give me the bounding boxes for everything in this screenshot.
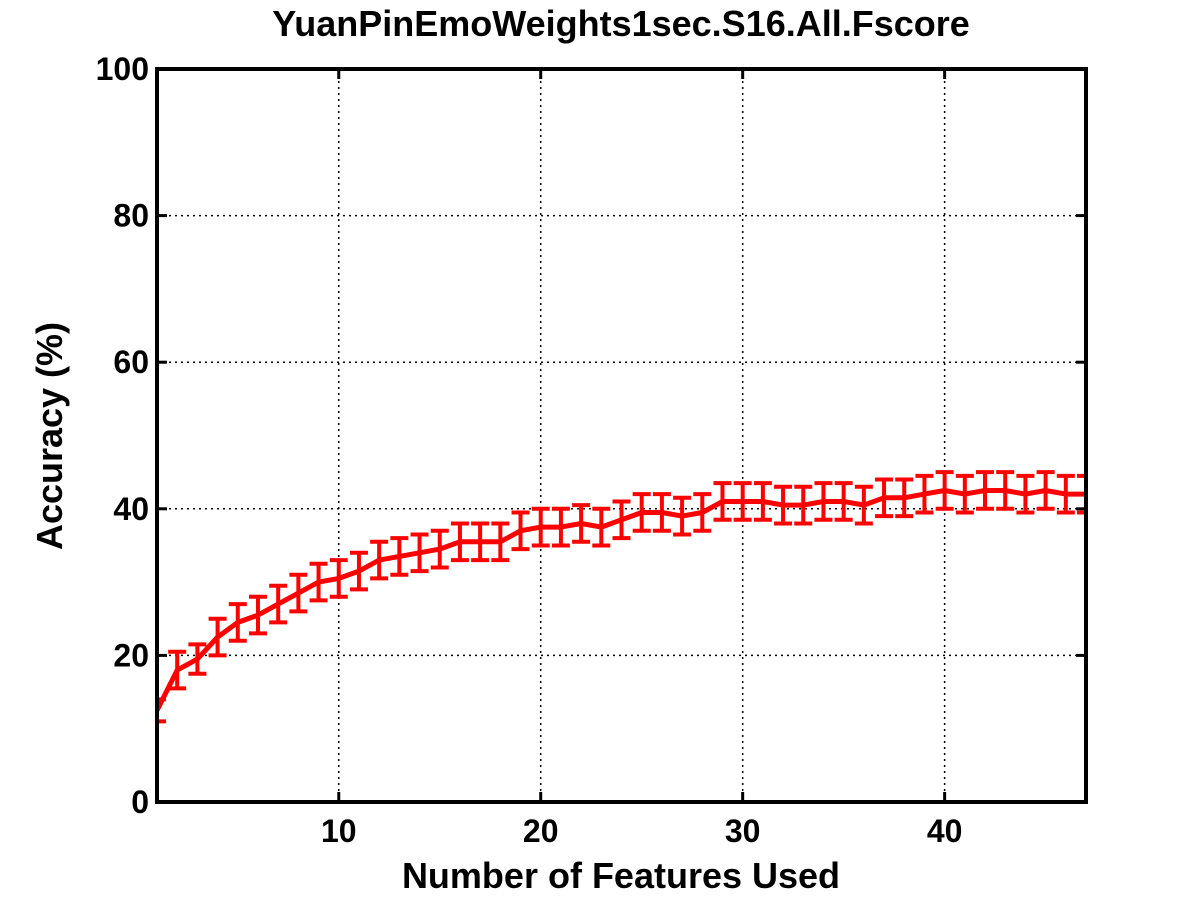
error-bar [632, 492, 651, 533]
y-tick-label: 80 [113, 198, 149, 234]
error-bar [370, 539, 389, 581]
error-bar [733, 481, 752, 522]
error-bar [390, 536, 409, 577]
x-tick-label: 20 [523, 813, 559, 849]
error-bar [410, 532, 429, 574]
error-bar [854, 484, 873, 526]
error-bar [450, 521, 469, 563]
x-tick-label: 30 [725, 813, 761, 849]
error-bar [753, 481, 772, 522]
error-bar [955, 473, 974, 515]
y-tick-label: 100 [96, 51, 149, 87]
error-bar [289, 572, 308, 614]
error-bar [208, 616, 227, 658]
error-bar [652, 492, 671, 533]
y-tick-label: 40 [113, 491, 149, 527]
axes-frame [155, 67, 1088, 804]
error-bar [269, 583, 288, 625]
error-bar [168, 649, 187, 691]
error-bar [572, 503, 591, 544]
error-bar [471, 521, 490, 563]
error-bar [309, 561, 328, 603]
error-bar [491, 521, 510, 563]
error-bar [551, 506, 570, 548]
error-bar [531, 506, 550, 548]
error-bar [1016, 473, 1035, 515]
error-bar [1056, 473, 1075, 515]
error-bar [1036, 470, 1055, 511]
error-bar [188, 642, 207, 676]
error-bar [592, 506, 611, 548]
x-tick-label: 40 [927, 813, 963, 849]
error-bar [713, 481, 732, 522]
error-bar [875, 477, 894, 519]
error-bar [349, 550, 368, 592]
error-bar [329, 558, 348, 599]
error-bar [673, 495, 692, 537]
error-bar [612, 499, 631, 541]
tick-labels: 10 20 30 40 0 20 40 60 80 100 [96, 51, 963, 849]
x-tick-label: 10 [321, 813, 357, 849]
y-axis-label: Accuracy (%) [29, 322, 70, 550]
y-tick-label: 20 [113, 637, 149, 673]
grid-lines [157, 69, 1086, 802]
error-bar [915, 473, 934, 515]
y-tick-label: 60 [113, 344, 149, 380]
error-bar [430, 528, 449, 570]
error-bar [794, 484, 813, 526]
error-bar [996, 470, 1015, 511]
error-bar [248, 594, 267, 636]
error-bar [935, 470, 954, 511]
error-bar [834, 481, 853, 522]
y-tick-label: 0 [131, 784, 149, 820]
error-bars [157, 470, 1086, 724]
chart-title: YuanPinEmoWeights1sec.S16.All.Fscore [272, 3, 970, 44]
error-bar [693, 492, 712, 533]
x-axis-label: Number of Features Used [402, 855, 840, 896]
error-bar [814, 481, 833, 522]
error-bar [895, 477, 914, 519]
error-bar [228, 602, 247, 643]
error-bar [774, 484, 793, 526]
error-bar [511, 510, 530, 552]
error-bar [976, 470, 995, 511]
tick-marks [157, 67, 1086, 804]
